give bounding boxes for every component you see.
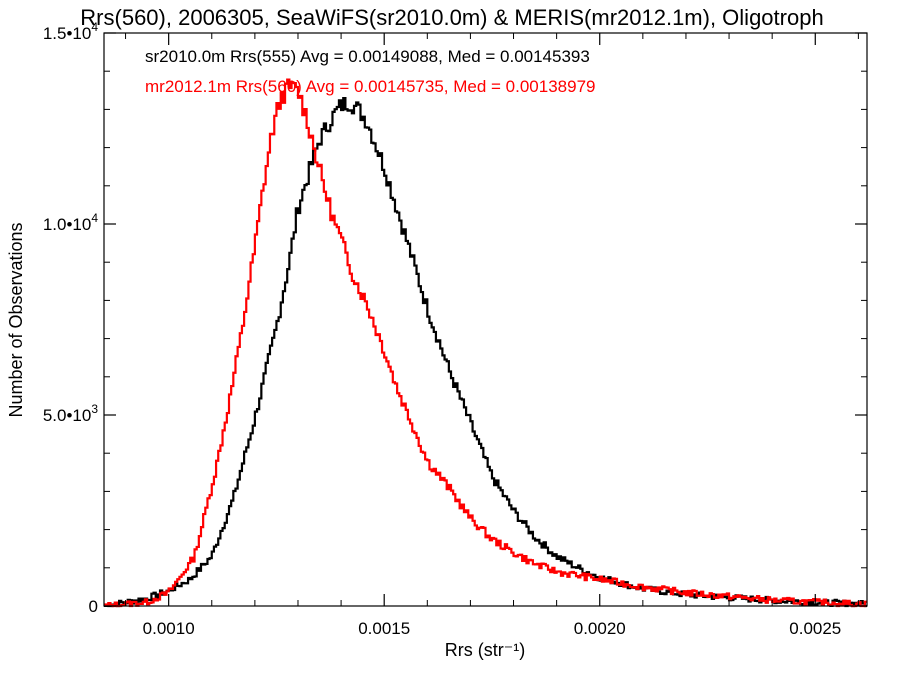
x-axis-label: Rrs (str⁻¹)	[445, 640, 525, 660]
legend: sr2010.0m Rrs(555) Avg = 0.00149088, Med…	[145, 47, 596, 96]
x-axis-ticks: 0.0010 0.0015 0.0020 0.0025	[125, 33, 859, 638]
y-tick-label: 0	[89, 597, 98, 616]
y-tick-label: 1.5•104	[43, 20, 99, 43]
series-mr2012-histogram	[104, 78, 867, 608]
y-tick-label: 1.0•104	[43, 211, 99, 234]
chart-title: Rrs(560), 2006305, SeaWiFS(sr2010.0m) & …	[80, 5, 823, 30]
x-tick-label: 0.0025	[789, 619, 841, 638]
x-tick-label: 0.0015	[358, 619, 410, 638]
x-tick-label: 0.0010	[143, 619, 195, 638]
x-tick-label: 0.0020	[574, 619, 626, 638]
legend-entry-mr2012: mr2012.1m Rrs(560) Avg = 0.00145735, Med…	[145, 77, 596, 96]
y-tick-label: 5.0•103	[43, 402, 99, 425]
y-axis-ticks: 0 5.0•103 1.0•104 1.5•104	[43, 20, 867, 616]
legend-entry-sr2010: sr2010.0m Rrs(555) Avg = 0.00149088, Med…	[145, 47, 590, 66]
plot-frame	[103, 32, 868, 607]
y-axis-label: Number of Observations	[6, 222, 26, 417]
series-layer	[104, 78, 867, 608]
